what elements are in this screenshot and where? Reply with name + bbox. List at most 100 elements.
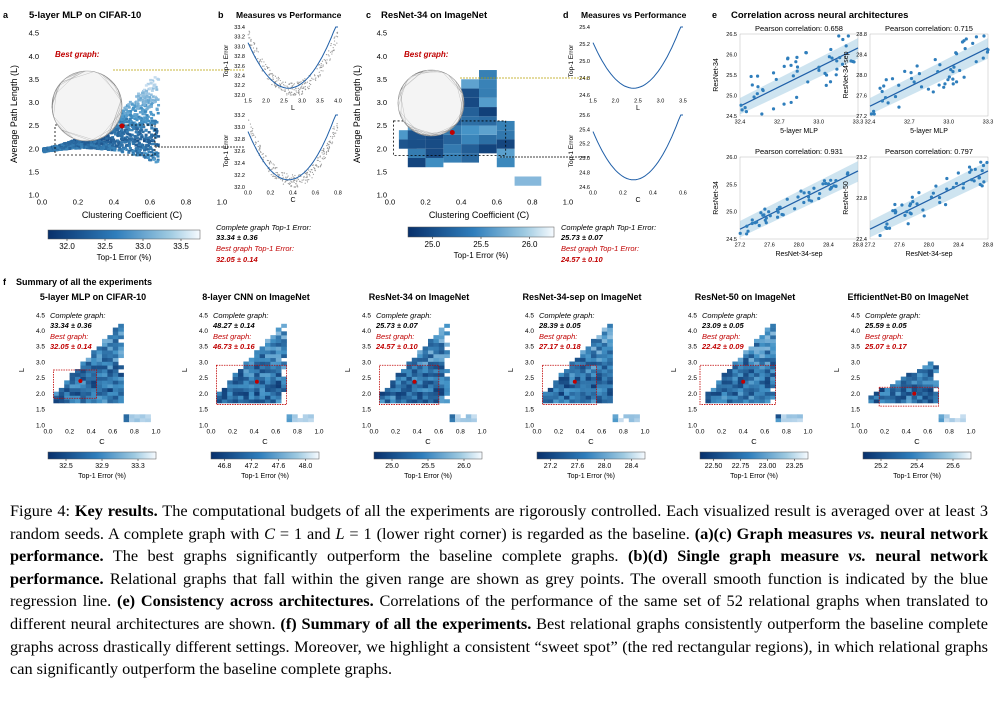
panel-a-heat-cell [75,142,79,146]
panel-b-point [282,89,284,91]
panel-a-heat-cell [76,145,80,149]
panel-a-ytick: 3.0 [29,98,39,107]
panel-c-heat-cell [425,148,444,158]
panel-b-point [327,54,329,56]
panel-a-heat-cell [122,137,126,140]
panel-a-heat-cell [127,140,131,144]
panel-a-heat-cell [113,145,117,148]
panel-a-heat-cell [120,144,124,147]
panel-f-heat-cell [764,361,771,366]
panel-f-heat-cell [428,395,434,400]
panel-f-heat-cell [270,346,277,351]
panel-f-heat-cell [601,357,608,362]
panel-a-heat-cell [128,111,132,115]
panel-a-heat-cell [145,107,149,111]
panel-f-heat-cell [69,384,76,389]
panel-f-heat-cell [585,369,592,374]
panel-e-point [781,213,785,217]
panel-a-heat-cell [144,84,148,87]
panel-b-point [279,83,282,86]
panel-b-ylabel: Top-1 Error [223,44,230,77]
panel-b-point [259,149,261,151]
panel-a-heat-cell [141,91,145,95]
panel-f-heat-cell [265,353,271,359]
panel-a-heat-cell [136,102,140,106]
panel-f-heat-cell [558,399,565,404]
panel-f-heat-cell [243,384,250,389]
panel-a-heat-cell [136,94,140,98]
panel-f-heat-cell [395,395,402,400]
panel-f-heat-cell [91,365,97,370]
panel-a-heat-cell [68,144,72,148]
panel-f-4-xtick: 0.2 [717,429,726,436]
panel-b-point [248,37,250,39]
panel-f-heat-cell [91,350,97,355]
panel-f-letter: f [3,277,7,287]
panel-f-heat-cell [933,391,939,396]
panel-b-point [254,50,256,52]
panel-f-4-colorbar-label: Top-1 Error (%) [730,473,778,480]
panel-a-heat-cell [149,110,153,114]
panel-b-point [275,167,277,169]
panel-f-4-xtick: 0.0 [695,429,704,436]
panel-a-heat-cell [140,151,144,155]
panel-f-heat-cell [764,338,771,343]
panel-e-point [979,160,983,164]
panel-b-point [264,68,267,70]
panel-a-heat-cell [127,137,131,140]
panel-b-sub1-xtick: 0.2 [267,191,275,197]
panel-f-item-title: ResNet-50 on ImageNet [695,292,796,302]
panel-f-3-colorbar-tick: 27.6 [571,463,585,470]
panel-f-heat-cell [732,391,739,396]
panel-b-point [270,162,272,164]
panel-b-point [308,169,310,171]
panel-a-heat-cell [121,112,125,116]
panel-f-heat-cell [107,342,114,347]
panel-f-heat-cell [433,335,440,340]
panel-a-heat-cell [121,109,125,112]
panel-a-xtick: 1.0 [217,198,227,207]
panel-f-heat-cell [107,376,114,381]
panel-c-heat-cell [461,153,479,163]
panel-f-3-xtick: 0.2 [554,429,563,436]
panel-f-heat-cell [895,391,902,396]
panel-a-heat-cell [106,138,110,142]
panel-b-point [287,93,290,95]
panel-e-point [908,204,912,208]
panel-b-point [311,171,314,174]
panel-f-heat-cell [607,350,613,355]
panel-f-heat-cell [69,387,76,392]
panel-a-heat-cell [149,93,153,96]
panel-f-1-colorbar-tick: 46.8 [218,463,232,470]
panel-e-point [961,182,965,186]
panel-f-1-ytick: 2.5 [199,375,208,382]
panel-f-heat-cell [607,387,613,392]
panel-e-point [951,69,955,74]
panel-f-heat-cell [748,361,755,366]
panel-a-heat-cell [109,139,113,142]
panel-f-5-xtick: 0.0 [858,429,867,436]
panel-a-heat-cell [136,139,140,143]
panel-f-5-ytick: 3.5 [851,344,860,351]
panel-a-heat-cell [143,112,147,116]
panel-b-point [261,61,263,63]
panel-a-heat-cell [141,130,145,134]
panel-e-point [937,195,942,200]
panel-a-heat-cell [98,139,102,143]
panel-f-heat-cell [259,353,266,359]
panel-d-regression-line [592,26,683,89]
panel-e-point [885,222,889,226]
panel-b-point [259,60,261,62]
panel-a-best-graph-edge [108,78,110,80]
panel-c-heat-cell [443,134,462,145]
panel-e-plot-frame [739,156,859,240]
panel-f-heat-cell [634,414,640,419]
panel-f-heat-cell [770,376,776,381]
panel-f-heat-cell [107,353,114,359]
panel-f-heat-cell [748,391,755,396]
panel-c-heat-cell [479,116,497,126]
panel-f-heat-cell [91,372,97,377]
panel-f-heat-cell [759,361,766,366]
panel-f-heat-cell [585,399,592,404]
panel-a-ytick: 3.5 [29,75,39,84]
